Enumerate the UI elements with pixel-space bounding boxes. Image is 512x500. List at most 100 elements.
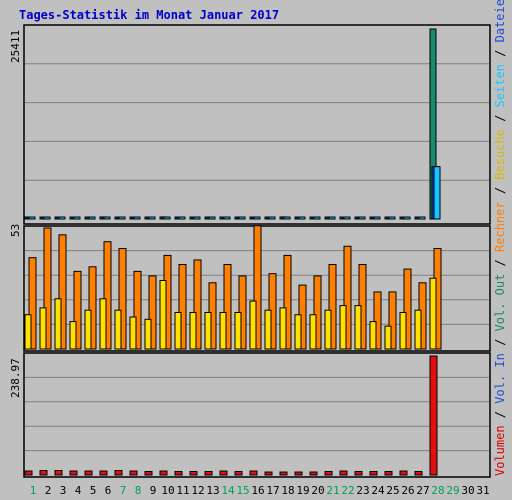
x-tick-label: 5 [90, 484, 97, 497]
bar-volumen [264, 471, 273, 476]
bar-volumen [219, 470, 228, 476]
bar-rechner [193, 259, 202, 350]
bar-seiten [298, 216, 306, 220]
middle-panel-max-label: 53 [9, 224, 22, 237]
bar-besuche [324, 309, 332, 350]
x-tick-label: 19 [296, 484, 309, 497]
bar-rechner [88, 266, 97, 350]
bar-seiten [193, 216, 201, 220]
bar-seiten [118, 216, 126, 220]
x-tick-label: 31 [476, 484, 489, 497]
x-tick-label: 25 [386, 484, 399, 497]
bar-seiten [178, 216, 186, 220]
bar-volumen [234, 471, 243, 476]
x-tick-label: 6 [105, 484, 112, 497]
legend-separator: / [493, 252, 507, 274]
bar-besuche [309, 314, 317, 350]
bar-volumen [99, 470, 108, 476]
legend-separator: / [493, 107, 507, 129]
bar-rechner [73, 270, 82, 350]
bar-besuche [339, 305, 347, 350]
bar-seiten [313, 216, 321, 220]
bar-volumen [174, 471, 183, 476]
bar-volumen [339, 470, 348, 476]
bar-seiten [358, 216, 366, 220]
bar-volumen [414, 471, 423, 476]
bar-besuche [219, 311, 227, 350]
x-tick-label: 2 [45, 484, 52, 497]
bar-rechner [223, 264, 232, 350]
bar-volumen [129, 470, 138, 476]
x-tick-label: 24 [371, 484, 385, 497]
bar-besuche [129, 316, 137, 350]
legend-separator: / [493, 42, 507, 64]
bar-volumen [39, 470, 48, 476]
bar-besuche [429, 277, 437, 350]
legend-item: Dateien [493, 0, 507, 42]
bar-rechner [373, 291, 382, 350]
bar-volumen [69, 470, 78, 476]
legend: Volumen / Vol. In / Vol. Out / Rechner /… [493, 0, 507, 476]
bar-besuche [279, 307, 287, 350]
bar-besuche [399, 311, 407, 350]
legend-item: Volumen [493, 425, 507, 476]
bar-volumen [144, 471, 153, 476]
bar-rechner [283, 254, 292, 350]
bar-besuche [159, 280, 167, 350]
x-tick-label: 9 [150, 484, 157, 497]
x-tick-label: 1 [30, 484, 37, 497]
bar-volumen [399, 470, 408, 476]
bar-rechner [103, 241, 112, 350]
bar-besuche [384, 325, 392, 350]
bar-volumen [249, 470, 258, 476]
x-tick-label: 7 [120, 484, 127, 497]
x-axis-labels: 1 2 3 4 5 6 7 8 9 10 11 12 13 14 15 16 17 18 19 20 21 22 23 24 2… [30, 484, 490, 497]
bar-seiten [133, 216, 141, 220]
bar-seiten [58, 216, 66, 220]
x-tick-label: 4 [75, 484, 82, 497]
bar-seiten [223, 216, 231, 220]
x-tick-label: 21 [326, 484, 339, 497]
bar-rechner [148, 275, 157, 350]
bar-seiten [253, 216, 261, 220]
bar-besuche [144, 318, 152, 350]
x-tick-label: 28 [431, 484, 444, 497]
bar-besuche [249, 300, 257, 350]
bar-seiten [88, 216, 96, 220]
x-tick-label: 27 [416, 484, 429, 497]
x-tick-label: 29 [446, 484, 459, 497]
legend-separator: / [493, 404, 507, 426]
legend-item: Rechner [493, 201, 507, 252]
bar-seiten [73, 216, 81, 220]
bar-besuche [54, 298, 62, 350]
bar-volumen [369, 471, 378, 476]
bar-rechner [313, 275, 322, 350]
bar-rechner [253, 225, 262, 350]
x-tick-label: 10 [161, 484, 174, 497]
chart-title: Tages-Statistik im Monat Januar 2017 [19, 8, 279, 22]
bar-volumen [429, 355, 438, 476]
bar-besuche [414, 309, 422, 350]
bar-volumen [189, 471, 198, 476]
legend-separator: / [493, 331, 507, 353]
x-tick-label: 23 [356, 484, 369, 497]
bar-rechner [403, 268, 412, 350]
x-tick-label: 20 [311, 484, 324, 497]
bar-rechner [178, 264, 187, 350]
legend-item: Vol. In [493, 353, 507, 404]
bar-seiten [238, 216, 246, 220]
bar-seiten [328, 216, 336, 220]
bar-besuche [99, 298, 107, 350]
bottom-panel-frame [23, 352, 491, 478]
bar-volumen [24, 470, 33, 476]
bar-volumen [309, 471, 318, 476]
legend-item: Vol. Out [493, 274, 507, 332]
x-tick-label: 30 [461, 484, 474, 497]
bar-rechner [58, 234, 67, 350]
bar-seiten [433, 166, 441, 220]
bar-rechner [43, 227, 52, 350]
top-panel-frame [23, 24, 491, 225]
x-tick-label: 11 [176, 484, 189, 497]
bar-besuche [69, 321, 77, 350]
